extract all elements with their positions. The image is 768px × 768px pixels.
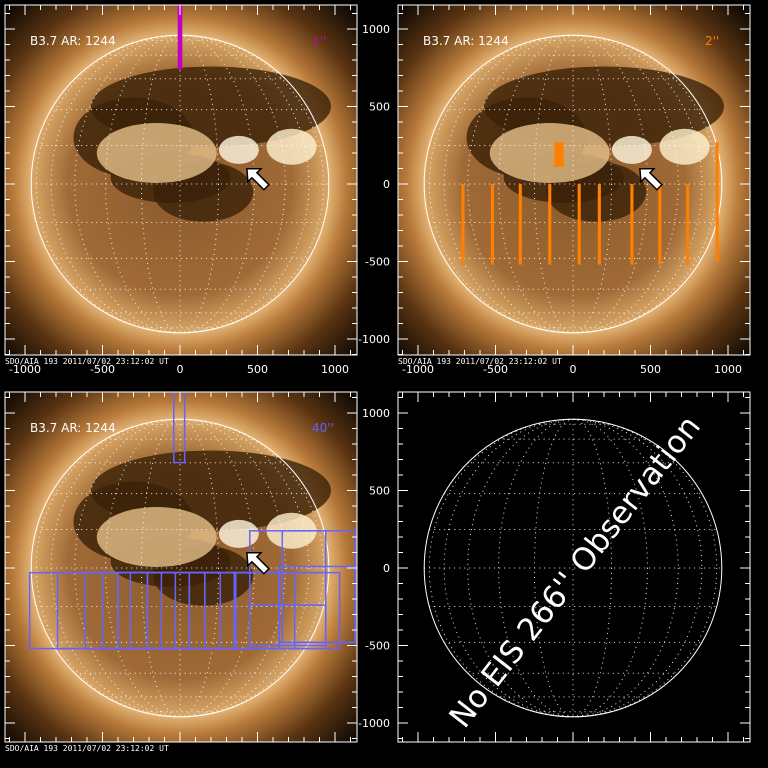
raster-slit [577, 184, 581, 265]
solar-feature [489, 123, 610, 183]
panel-3: B3.7 AR: 1244 40'' SDO/AIA 193 2011/07/02 … [4, 391, 358, 753]
raster-slit [630, 184, 634, 265]
longitude-line [35, 34, 325, 334]
longitude-line [428, 418, 718, 718]
x-tick-label: -500 [90, 363, 115, 376]
x-tick-label: -500 [483, 363, 508, 376]
panel-1: B3.7 AR: 1244 1'' SDO/AIA 193 2011/07/02 2… [4, 4, 358, 376]
solar-feature [218, 135, 259, 164]
y-tick-label: 500 [369, 485, 390, 498]
longitude-line [35, 418, 325, 718]
panel-label: B3.7 AR: 1244 [30, 421, 116, 435]
x-tick-label: -1000 [9, 363, 41, 376]
footer-text: SDO/AIA 193 2011/07/02 23:12:02 UT [398, 357, 562, 366]
panel-content: B3.7 AR: 1244 40'' [5, 392, 357, 742]
panel-label: B3.7 AR: 1244 [423, 34, 509, 48]
y-tick-label: 500 [369, 101, 390, 114]
longitude-line [50, 34, 310, 334]
axes-frame [397, 391, 751, 743]
solar-feature [659, 128, 710, 165]
y-tick-label: 0 [383, 562, 390, 575]
x-tick-label: -1000 [402, 363, 434, 376]
longitude-line [50, 418, 310, 718]
y-tick-label: -1000 [358, 333, 390, 346]
footer-text: SDO/AIA 193 2011/07/02 23:12:02 UT [5, 744, 169, 753]
solar-feature [266, 128, 317, 165]
axes-frame [4, 4, 358, 356]
footer-text: SDO/AIA 193 2011/07/02 23:12:02 UT [5, 357, 169, 366]
raster-slit [597, 184, 601, 265]
raster-slit [490, 184, 494, 265]
no-observation-message: No EIS 266'' Observation [442, 409, 707, 735]
panel-content [423, 418, 723, 718]
solar-feature [96, 123, 217, 183]
x-tick-label: 1000 [321, 363, 349, 376]
arrow-icon [639, 168, 663, 191]
raster-slit [686, 184, 690, 265]
axes-frame [397, 4, 751, 356]
panel-4: No EIS 266'' Observation 1000 500 0 -500 -100… [358, 391, 751, 743]
panel-label: B3.7 AR: 1244 [30, 34, 116, 48]
y-tick-label: 1000 [362, 23, 390, 36]
solar-limb [30, 418, 330, 718]
panel-2: B3.7 AR: 1244 2'' SDO/AIA 193 2011/07/02 2… [358, 4, 751, 376]
raster-box [278, 565, 356, 644]
raster-box [249, 604, 327, 647]
panel-content: B3.7 AR: 1244 2'' [398, 5, 750, 355]
raster-box [173, 392, 186, 464]
solar-feature [218, 519, 259, 548]
y-tick-label: -500 [365, 640, 390, 653]
solar-feature [611, 135, 652, 164]
raster-slit [554, 142, 564, 167]
x-tick-label: 500 [640, 363, 661, 376]
slit-width-label: 1'' [312, 34, 326, 48]
y-tick-label: 1000 [362, 407, 390, 420]
y-tick-label: -500 [365, 256, 390, 269]
slit-width-label: 40'' [312, 421, 334, 435]
panel-content: B3.7 AR: 1244 1'' [5, 5, 357, 355]
raster-slit [461, 184, 465, 265]
x-tick-label: 0 [177, 363, 184, 376]
arrow-icon [246, 168, 270, 191]
raster-slit [518, 184, 522, 265]
y-tick-label: -1000 [358, 717, 390, 730]
raster-slit [715, 142, 719, 262]
arrow-icon [246, 552, 270, 575]
solar-limb [423, 34, 723, 334]
y-tick-label: 0 [383, 178, 390, 191]
x-tick-label: 1000 [714, 363, 742, 376]
x-tick-label: 500 [247, 363, 268, 376]
solar-feature [96, 507, 217, 567]
raster-slit [548, 184, 552, 265]
axes-frame [4, 391, 358, 743]
raster-slit [658, 184, 662, 265]
raster-slit [177, 5, 183, 70]
slit-width-label: 2'' [705, 34, 719, 48]
x-tick-label: 0 [570, 363, 577, 376]
solar-limb [423, 418, 723, 718]
